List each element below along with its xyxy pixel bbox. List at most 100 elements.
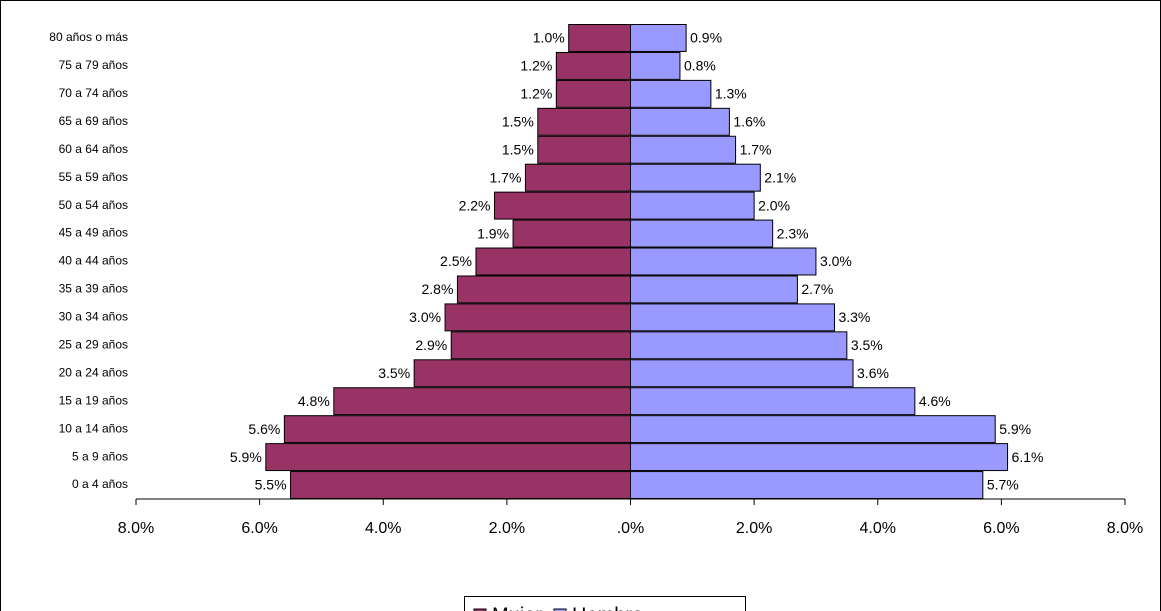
y-tick-label: 75 a 79 años bbox=[59, 58, 128, 72]
bar bbox=[444, 303, 631, 332]
bar bbox=[413, 359, 631, 388]
y-tick-label: 80 años o más bbox=[49, 30, 128, 44]
data-label: 1.0% bbox=[533, 30, 565, 46]
bar bbox=[512, 219, 632, 248]
data-label: 2.5% bbox=[440, 253, 472, 269]
data-label: 4.6% bbox=[919, 393, 951, 409]
x-tick-label: 2.0% bbox=[736, 520, 772, 537]
data-label: 3.5% bbox=[851, 337, 883, 353]
bar bbox=[630, 191, 755, 220]
bar bbox=[555, 79, 632, 108]
bar bbox=[568, 24, 631, 52]
data-label: 2.7% bbox=[801, 281, 833, 297]
bar bbox=[555, 51, 632, 80]
data-label: 1.6% bbox=[733, 113, 765, 129]
bar bbox=[630, 275, 798, 304]
y-tick-label: 60 a 64 años bbox=[59, 142, 128, 156]
data-label: 6.1% bbox=[1012, 449, 1044, 465]
bar bbox=[630, 163, 761, 192]
y-tick-label: 35 a 39 años bbox=[59, 282, 128, 296]
x-tick-label: 6.0% bbox=[983, 520, 1019, 537]
bar bbox=[630, 415, 996, 444]
bar bbox=[630, 303, 835, 332]
data-label: 3.6% bbox=[857, 365, 889, 381]
data-label: 5.6% bbox=[248, 421, 280, 437]
legend-swatch bbox=[473, 608, 487, 611]
y-tick-label: 45 a 49 años bbox=[59, 226, 128, 240]
x-tick-label: 4.0% bbox=[860, 520, 896, 537]
data-label: 3.0% bbox=[409, 309, 441, 325]
bar bbox=[537, 107, 631, 136]
data-label: 2.1% bbox=[764, 169, 796, 185]
bar bbox=[475, 247, 631, 276]
data-label: 2.3% bbox=[777, 225, 809, 241]
data-label: 1.2% bbox=[520, 86, 552, 102]
data-label: 3.3% bbox=[838, 309, 870, 325]
data-label: 2.8% bbox=[422, 281, 454, 297]
data-label: 2.9% bbox=[415, 337, 447, 353]
y-tick-label: 15 a 19 años bbox=[59, 393, 128, 407]
data-label: 1.5% bbox=[502, 141, 534, 157]
bar bbox=[630, 359, 854, 388]
bar bbox=[290, 471, 631, 500]
bar bbox=[630, 471, 984, 500]
bar bbox=[494, 191, 632, 220]
legend-box bbox=[464, 596, 746, 611]
y-tick-label: 50 a 54 años bbox=[59, 198, 128, 212]
data-label: 1.2% bbox=[520, 58, 552, 74]
data-label: 1.3% bbox=[715, 86, 747, 102]
data-label: 0.9% bbox=[690, 30, 722, 46]
bar bbox=[630, 51, 681, 80]
bar bbox=[630, 247, 817, 276]
data-label: 2.0% bbox=[758, 197, 790, 213]
x-tick-label: 6.0% bbox=[241, 520, 277, 537]
data-label: 4.8% bbox=[298, 393, 330, 409]
legend-label: Hombre bbox=[572, 604, 643, 611]
y-tick-label: 5 a 9 años bbox=[72, 449, 128, 463]
bar bbox=[630, 331, 848, 360]
bar bbox=[524, 163, 632, 192]
y-tick-label: 55 a 59 años bbox=[59, 170, 128, 184]
x-tick-label: 4.0% bbox=[365, 520, 401, 537]
y-tick-label: 30 a 34 años bbox=[59, 310, 128, 324]
x-tick-label: .0% bbox=[617, 520, 645, 537]
data-label: 1.9% bbox=[477, 225, 509, 241]
bar bbox=[630, 107, 730, 136]
data-label: 5.9% bbox=[230, 449, 262, 465]
bar bbox=[630, 79, 712, 108]
x-tick-label: 8.0% bbox=[1107, 520, 1143, 537]
bar bbox=[333, 387, 631, 416]
y-tick-label: 0 a 4 años bbox=[72, 477, 128, 491]
x-tick-label: 2.0% bbox=[489, 520, 525, 537]
bar bbox=[630, 387, 916, 416]
y-tick-label: 40 a 44 años bbox=[59, 254, 128, 268]
y-tick-label: 70 a 74 años bbox=[59, 86, 128, 100]
data-label: 2.2% bbox=[459, 197, 491, 213]
bar bbox=[265, 443, 631, 472]
data-label: 1.7% bbox=[489, 169, 521, 185]
data-label: 5.9% bbox=[999, 421, 1031, 437]
y-tick-label: 25 a 29 años bbox=[59, 337, 128, 351]
bar bbox=[283, 415, 631, 444]
bar bbox=[630, 24, 687, 52]
legend-swatch bbox=[553, 608, 567, 611]
bar bbox=[450, 331, 631, 360]
y-tick-label: 65 a 69 años bbox=[59, 114, 128, 128]
bar bbox=[630, 443, 1009, 472]
data-label: 0.8% bbox=[684, 58, 716, 74]
data-label: 1.5% bbox=[502, 113, 534, 129]
y-tick-label: 20 a 24 años bbox=[59, 365, 128, 379]
bar bbox=[630, 135, 737, 164]
data-label: 5.7% bbox=[987, 477, 1019, 493]
legend-label: Mujer bbox=[492, 604, 542, 611]
bar bbox=[630, 219, 774, 248]
data-label: 1.7% bbox=[740, 141, 772, 157]
bar bbox=[537, 135, 631, 164]
data-label: 3.0% bbox=[820, 253, 852, 269]
data-label: 5.5% bbox=[255, 477, 287, 493]
x-tick-label: 8.0% bbox=[118, 520, 154, 537]
bar bbox=[456, 275, 631, 304]
y-tick-label: 10 a 14 años bbox=[59, 421, 128, 435]
data-label: 3.5% bbox=[378, 365, 410, 381]
